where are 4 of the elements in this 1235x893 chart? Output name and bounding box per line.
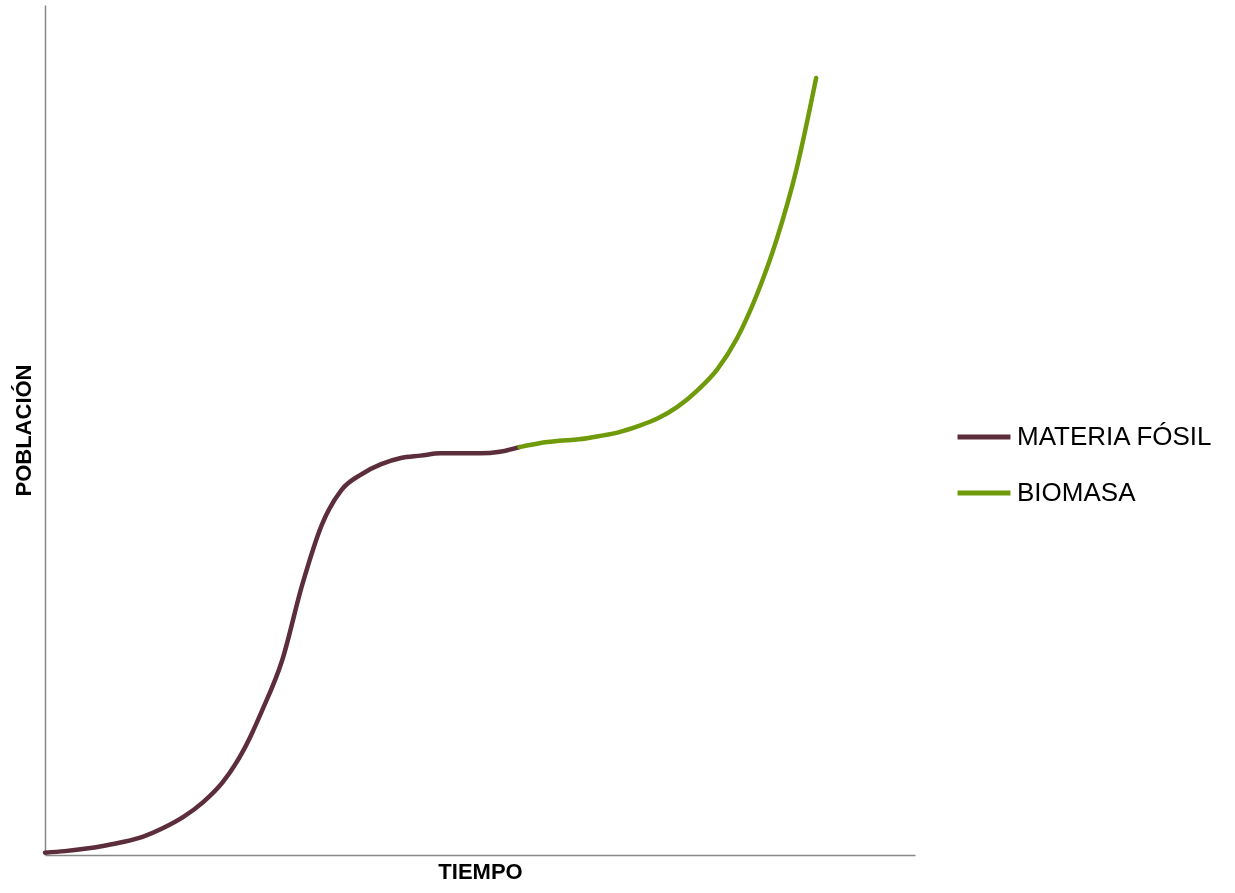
x-axis-title: TIEMPO <box>438 858 523 884</box>
y-axis-title: POBLACIÓN <box>10 364 36 497</box>
legend-label: MATERIA FÓSIL <box>1017 421 1212 451</box>
legend-label: BIOMASA <box>1017 477 1137 507</box>
